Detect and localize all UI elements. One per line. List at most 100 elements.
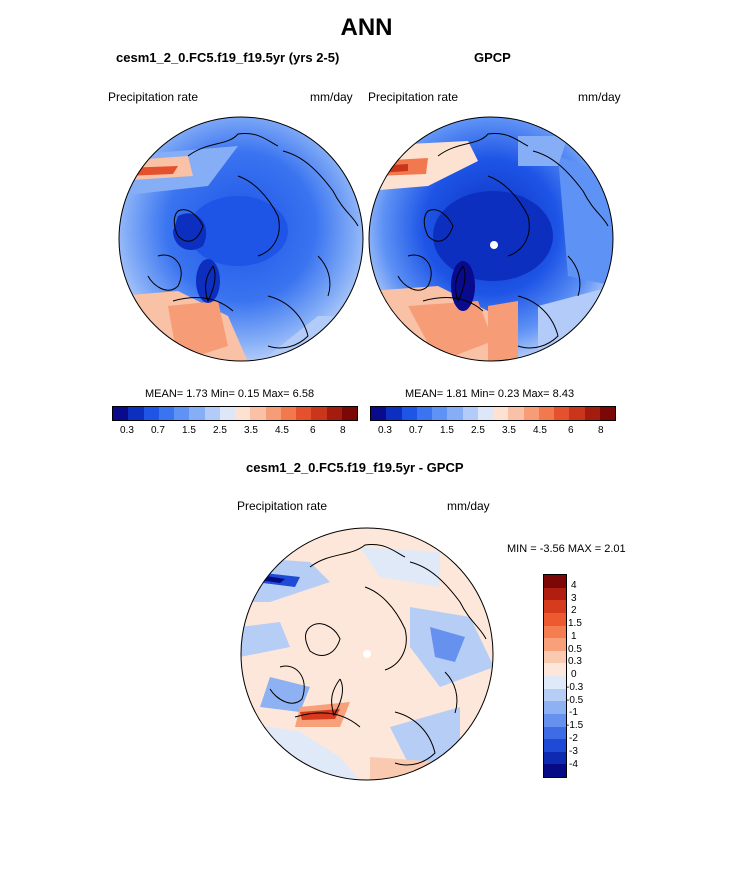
colorbar-swatch: [544, 575, 566, 588]
colorbar-swatch: [219, 407, 235, 420]
colorbar-swatch: [158, 407, 174, 420]
diff-units-label: mm/day: [447, 499, 490, 513]
obs-cbar-tick: 0.3: [378, 425, 392, 436]
colorbar-swatch: [189, 407, 205, 420]
colorbar-swatch: [341, 407, 357, 420]
colorbar-swatch: [584, 407, 600, 420]
diff-cbar-tick: 0.5: [568, 644, 582, 655]
obs-cbar-tick: 3.5: [502, 425, 516, 436]
colorbar-swatch: [544, 625, 566, 639]
diff-polar-map: [240, 527, 494, 781]
diff-variable-label: Precipitation rate: [237, 499, 328, 513]
obs-stats: MEAN= 1.81 Min= 0.23 Max= 8.43: [405, 388, 575, 400]
model-panel-title: cesm1_2_0.FC5.f19_f19.5yr (yrs 2-5): [116, 50, 340, 65]
pole-hole-marker: [363, 650, 371, 658]
colorbar-swatch: [204, 407, 220, 420]
model-cbar-tick: 4.5: [275, 425, 289, 436]
diff-cbar-tick: 2: [571, 605, 577, 616]
colorbar-swatch: [113, 407, 129, 420]
model-polar-map: [118, 116, 364, 362]
model-stats: MEAN= 1.73 Min= 0.15 Max= 6.58: [145, 388, 315, 400]
obs-colorbar: [370, 406, 616, 421]
colorbar-swatch: [432, 407, 448, 420]
colorbar-swatch: [311, 407, 327, 420]
model-cbar-tick: 1.5: [182, 425, 196, 436]
colorbar-swatch: [599, 407, 615, 420]
colorbar-swatch: [128, 407, 144, 420]
colorbar-swatch: [544, 688, 566, 702]
colorbar-swatch: [544, 739, 566, 752]
colorbar-swatch: [265, 407, 281, 420]
colorbar-swatch: [296, 407, 312, 420]
diff-cbar-tick: -1.5: [566, 720, 584, 731]
colorbar-swatch: [544, 612, 566, 626]
diff-cbar-tick: 0: [571, 669, 577, 680]
diff-stats: MIN = -3.56 MAX = 2.01: [507, 543, 626, 555]
colorbar-swatch: [544, 726, 566, 740]
model-cbar-tick: 6: [310, 425, 316, 436]
model-cbar-tick: 2.5: [213, 425, 227, 436]
model-variable-label: Precipitation rate: [108, 90, 199, 104]
colorbar-swatch: [477, 407, 493, 420]
diff-cbar-tick: 3: [571, 593, 577, 604]
colorbar-swatch: [523, 407, 539, 420]
diff-cbar-tick: 1.5: [568, 618, 582, 629]
obs-polar-map: [368, 116, 614, 362]
colorbar-swatch: [280, 407, 296, 420]
colorbar-swatch: [401, 407, 417, 420]
model-units-label: mm/day: [310, 90, 353, 104]
diff-cbar-tick: -3: [569, 746, 578, 757]
obs-cbar-tick: 0.7: [409, 425, 423, 436]
diff-cbar-tick: 0.3: [568, 656, 582, 667]
diff-cbar-tick: -0.5: [566, 695, 584, 706]
colorbar-swatch: [416, 407, 432, 420]
obs-panel-title: GPCP: [474, 50, 511, 65]
colorbar-swatch: [174, 407, 190, 420]
diff-cbar-tick: 4: [571, 580, 577, 591]
colorbar-swatch: [386, 407, 402, 420]
colorbar-swatch: [554, 407, 570, 420]
diff-colorbar: [543, 574, 567, 778]
model-cbar-tick: 0.7: [151, 425, 165, 436]
model-cbar-tick: 3.5: [244, 425, 258, 436]
colorbar-swatch: [544, 600, 566, 613]
figure-title: ANN: [340, 14, 393, 41]
diff-panel-title: cesm1_2_0.FC5.f19_f19.5yr - GPCP: [246, 460, 464, 475]
colorbar-swatch: [538, 407, 554, 420]
obs-variable-label: Precipitation rate: [368, 90, 459, 104]
colorbar-swatch: [447, 407, 463, 420]
obs-units-label: mm/day: [578, 90, 621, 104]
model-cbar-tick: 8: [340, 425, 346, 436]
obs-cbar-tick: 4.5: [533, 425, 547, 436]
obs-cbar-tick: 6: [568, 425, 574, 436]
diff-cbar-tick: 1: [571, 631, 577, 642]
pole-hole-marker: [490, 241, 498, 249]
colorbar-swatch: [371, 407, 387, 420]
colorbar-swatch: [544, 713, 566, 727]
colorbar-swatch: [544, 663, 566, 676]
diff-cbar-tick: -1: [569, 707, 578, 718]
colorbar-swatch: [326, 407, 342, 420]
obs-cbar-tick: 2.5: [471, 425, 485, 436]
diff-cbar-tick: -2: [569, 733, 578, 744]
model-colorbar: [112, 406, 358, 421]
colorbar-swatch: [544, 587, 566, 601]
obs-cbar-tick: 1.5: [440, 425, 454, 436]
colorbar-swatch: [235, 407, 251, 420]
colorbar-swatch: [569, 407, 585, 420]
colorbar-swatch: [544, 638, 566, 651]
colorbar-swatch: [544, 701, 566, 714]
colorbar-swatch: [493, 407, 509, 420]
colorbar-swatch: [544, 650, 566, 664]
colorbar-swatch: [508, 407, 524, 420]
colorbar-swatch: [250, 407, 266, 420]
colorbar-swatch: [544, 764, 566, 777]
obs-cbar-tick: 8: [598, 425, 604, 436]
diff-cbar-tick: -4: [569, 759, 578, 770]
colorbar-swatch: [143, 407, 159, 420]
model-cbar-tick: 0.3: [120, 425, 134, 436]
colorbar-swatch: [544, 751, 566, 765]
diff-cbar-tick: -0.3: [566, 682, 584, 693]
colorbar-swatch: [462, 407, 478, 420]
colorbar-swatch: [544, 676, 566, 689]
